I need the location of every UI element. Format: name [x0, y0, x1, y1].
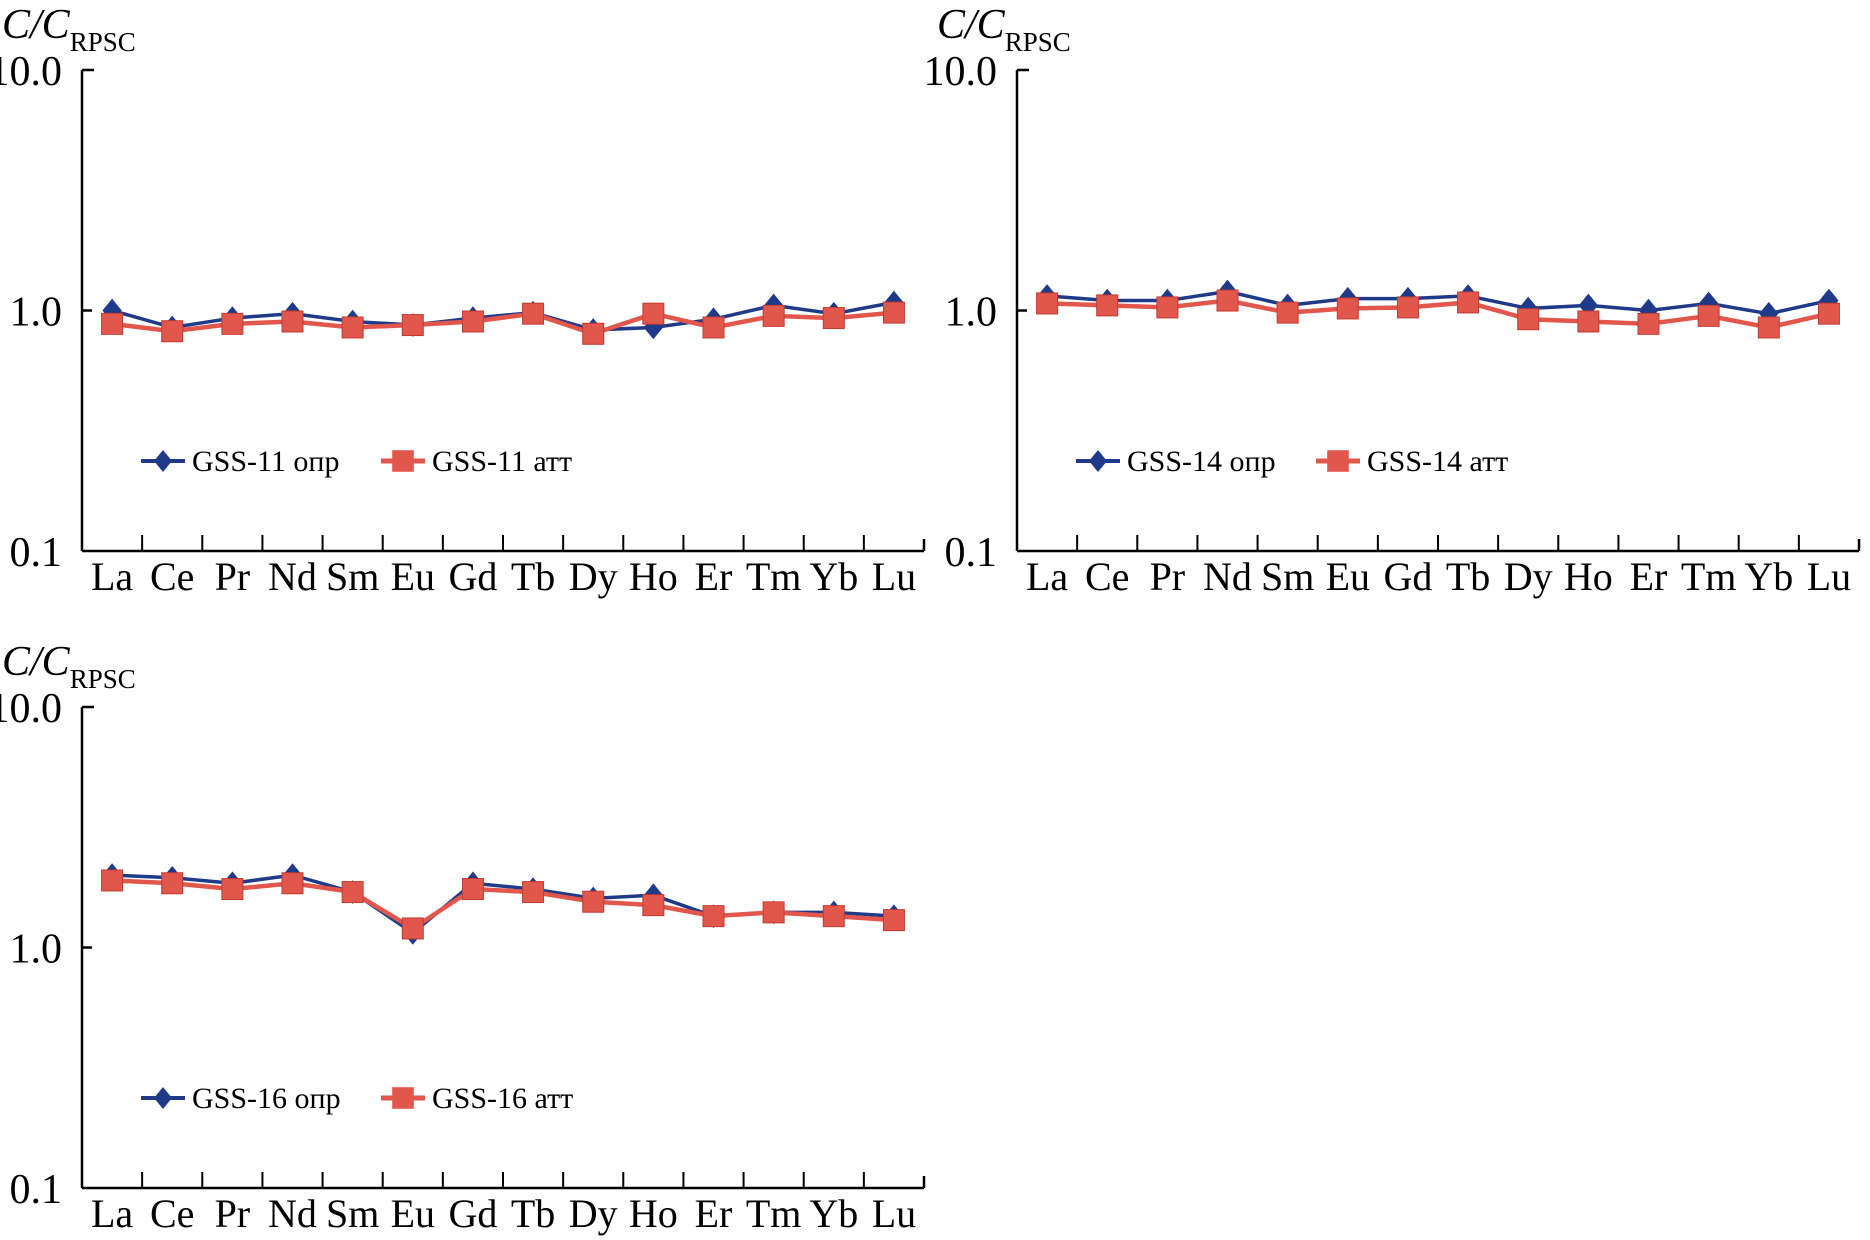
- svg-text:GSS-14 опр: GSS-14 опр: [1127, 445, 1276, 478]
- svg-text:GSS-16 опр: GSS-16 опр: [192, 1082, 341, 1115]
- svg-text:Ho: Ho: [1564, 554, 1613, 599]
- svg-text:La: La: [91, 554, 133, 599]
- svg-text:GSS-14 атт: GSS-14 атт: [1367, 445, 1508, 478]
- svg-text:Dy: Dy: [569, 554, 618, 599]
- svg-text:10.0: 10.0: [924, 49, 998, 95]
- svg-text:Sm: Sm: [326, 554, 379, 599]
- svg-text:Tb: Tb: [511, 554, 555, 599]
- svg-text:Ce: Ce: [150, 1191, 194, 1236]
- svg-text:Sm: Sm: [326, 1191, 379, 1236]
- svg-text:Dy: Dy: [1504, 554, 1553, 599]
- svg-text:Nd: Nd: [268, 554, 317, 599]
- svg-text:Ce: Ce: [1085, 554, 1129, 599]
- svg-text:Gd: Gd: [448, 554, 497, 599]
- svg-text:GSS-11 атт: GSS-11 атт: [432, 445, 572, 478]
- svg-text:Nd: Nd: [268, 1191, 317, 1236]
- svg-text:Gd: Gd: [448, 1191, 497, 1236]
- svg-text:GSS-16 атт: GSS-16 атт: [432, 1082, 573, 1115]
- svg-text:Yb: Yb: [809, 1191, 858, 1236]
- svg-text:10.0: 10.0: [0, 686, 62, 732]
- svg-text:La: La: [91, 1191, 133, 1236]
- svg-text:Tm: Tm: [746, 1191, 802, 1236]
- svg-text:Eu: Eu: [1326, 554, 1370, 599]
- svg-text:Yb: Yb: [809, 554, 858, 599]
- svg-text:0.1: 0.1: [10, 530, 63, 576]
- svg-text:Ho: Ho: [629, 554, 678, 599]
- svg-text:1.0: 1.0: [10, 290, 63, 336]
- svg-text:La: La: [1026, 554, 1068, 599]
- svg-text:Yb: Yb: [1744, 554, 1793, 599]
- svg-text:Er: Er: [1630, 554, 1668, 599]
- svg-text:10.0: 10.0: [0, 49, 62, 95]
- svg-text:Nd: Nd: [1203, 554, 1252, 599]
- svg-text:1.0: 1.0: [945, 290, 998, 336]
- svg-text:Tb: Tb: [1446, 554, 1490, 599]
- svg-text:GSS-11 опр: GSS-11 опр: [192, 445, 339, 478]
- svg-text:Tm: Tm: [746, 554, 802, 599]
- svg-text:Ce: Ce: [150, 554, 194, 599]
- svg-text:Lu: Lu: [872, 1191, 916, 1236]
- svg-text:Pr: Pr: [215, 554, 251, 599]
- svg-text:Eu: Eu: [391, 1191, 435, 1236]
- svg-text:Gd: Gd: [1383, 554, 1432, 599]
- svg-text:Tm: Tm: [1681, 554, 1737, 599]
- svg-text:Sm: Sm: [1261, 554, 1314, 599]
- svg-text:Eu: Eu: [391, 554, 435, 599]
- svg-text:Ho: Ho: [629, 1191, 678, 1236]
- svg-text:1.0: 1.0: [10, 927, 63, 973]
- svg-text:Lu: Lu: [1807, 554, 1851, 599]
- svg-text:Er: Er: [695, 554, 733, 599]
- svg-text:Pr: Pr: [215, 1191, 251, 1236]
- svg-text:Tb: Tb: [511, 1191, 555, 1236]
- svg-text:Lu: Lu: [872, 554, 916, 599]
- svg-text:0.1: 0.1: [10, 1167, 63, 1213]
- svg-text:Er: Er: [695, 1191, 733, 1236]
- svg-text:0.1: 0.1: [945, 530, 998, 576]
- svg-text:Dy: Dy: [569, 1191, 618, 1236]
- svg-text:Pr: Pr: [1150, 554, 1186, 599]
